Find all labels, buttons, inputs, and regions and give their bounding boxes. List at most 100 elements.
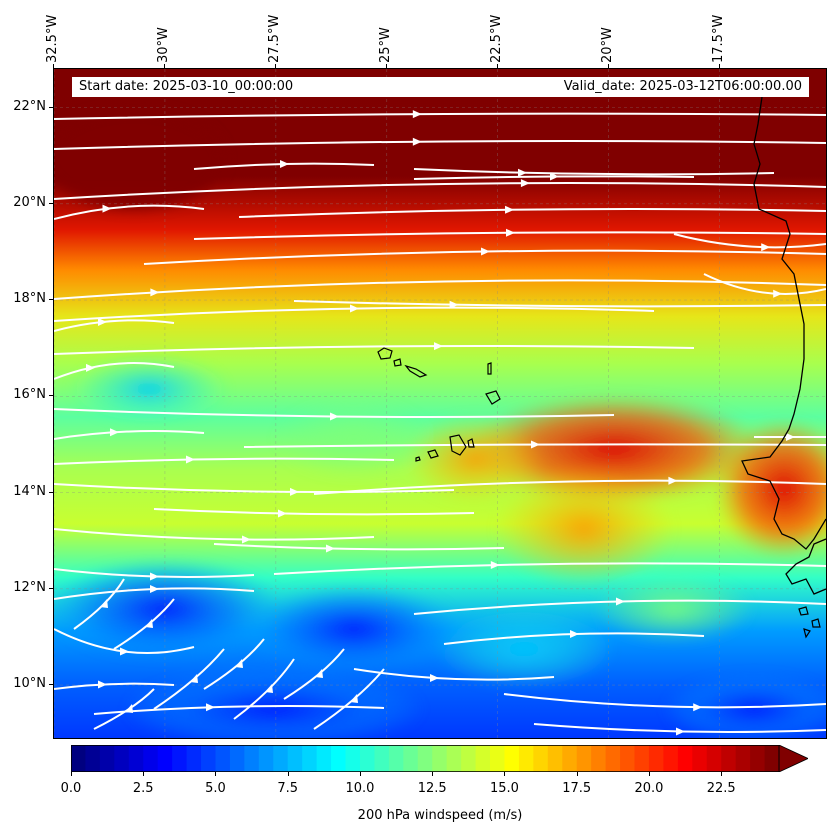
colorbar-segment <box>591 745 607 772</box>
streamline-arrow <box>242 535 251 544</box>
streamline-arrow <box>120 647 129 656</box>
latitude-tick <box>49 395 53 397</box>
colorbar-tick-label: 2.5 <box>132 781 154 796</box>
colorbar-title: 200 hPa windspeed (m/s) <box>357 808 523 823</box>
streamline-arrow <box>490 561 500 570</box>
colorbar-segment <box>345 745 361 772</box>
colorbar-tick <box>576 772 578 776</box>
colorbar-tick <box>721 772 723 776</box>
island-boa-vista <box>485 390 501 405</box>
streamline-arrow <box>570 630 579 638</box>
colorbar-segment <box>143 745 159 772</box>
latitude-tick <box>49 106 53 108</box>
streamline <box>54 430 205 440</box>
streamline-arrow <box>668 476 678 485</box>
latitude-label: 20°N <box>13 194 46 210</box>
streamline-arrow <box>190 674 198 683</box>
colorbar-segment <box>692 745 708 772</box>
latitude-label: 16°N <box>13 387 46 403</box>
colorbar-segment <box>157 745 173 772</box>
streamline <box>54 279 826 300</box>
info-bar: Start date: 2025-03-10_00:00:00 Valid_da… <box>72 77 809 97</box>
colorbar-segment <box>229 745 245 772</box>
colorbar-tick-label: 22.5 <box>706 781 736 796</box>
streamline-arrow <box>505 205 515 214</box>
colorbar-segment <box>287 745 303 772</box>
streamline <box>313 479 826 495</box>
colorbar-segment <box>403 745 419 772</box>
streamline-arrow <box>315 669 323 678</box>
streamline-arrow <box>506 228 515 237</box>
valid-date-label: Valid_date: 2025-03-12T06:00:00.00 <box>563 79 802 94</box>
streamline-arrow <box>290 487 299 496</box>
island-fogo <box>427 449 439 459</box>
longitude-tick <box>385 64 387 68</box>
streamline-arrow <box>145 619 153 628</box>
streamline <box>54 457 395 465</box>
windspeed-features <box>54 109 826 738</box>
latitude-tick <box>49 684 53 686</box>
colorbar-segment <box>359 745 375 772</box>
longitude-label: 20°W <box>599 27 615 63</box>
streamline-arrow <box>150 585 159 593</box>
colorbar-tick-label: 5.0 <box>205 781 226 796</box>
colorbar-segment <box>605 745 621 772</box>
streamline-arrow <box>550 172 559 181</box>
streamline-arrow <box>125 704 133 713</box>
colorbar-tick-label: 12.5 <box>417 781 447 796</box>
streamline-arrow <box>110 428 119 437</box>
colorbar-segment <box>764 745 780 772</box>
colorbar-segment <box>128 745 144 772</box>
colorbar-segment <box>735 745 751 772</box>
streamline-arrow <box>330 412 339 421</box>
streamline-arrow <box>98 680 107 689</box>
streamline <box>54 140 826 150</box>
island-brava <box>415 456 421 462</box>
streamline <box>54 483 455 493</box>
colorbar-tick-label: 17.5 <box>562 781 592 796</box>
streamline-arrow <box>616 597 625 606</box>
island-santiago <box>449 434 467 456</box>
colorbar <box>71 745 808 772</box>
latitude-label: 18°N <box>13 291 46 307</box>
streamline-arrow <box>481 247 490 256</box>
latitude-tick <box>49 491 53 493</box>
colorbar-segment <box>446 745 462 772</box>
streamline-arrow <box>100 599 108 608</box>
streamline-arrow <box>773 289 783 298</box>
streamline <box>54 319 175 332</box>
map-panel: Start date: 2025-03-10_00:00:00 Valid_da… <box>53 68 827 739</box>
colorbar-segment <box>547 745 563 772</box>
latitude-label: 22°N <box>13 98 46 114</box>
streamline-arrow <box>434 342 443 351</box>
streamline <box>673 233 826 249</box>
colorbar-tick <box>432 772 434 776</box>
colorbar-segment <box>273 745 289 772</box>
streamline-arrow <box>676 727 685 736</box>
colorbar-segment <box>99 745 115 772</box>
colorbar-segment <box>634 745 650 772</box>
streamline-arrow <box>150 288 160 297</box>
colorbar-tick <box>143 772 145 776</box>
colorbar-tick <box>648 772 650 776</box>
streamline <box>54 112 826 120</box>
coast-detail-south <box>785 538 826 595</box>
streamline-arrow <box>326 544 335 553</box>
streamline-arrow <box>350 304 359 313</box>
africa-coastline <box>741 96 826 550</box>
colorbar-segment <box>374 745 390 772</box>
streamline-arrow <box>280 160 289 168</box>
colorbar-segment <box>85 745 101 772</box>
latitude-label: 10°N <box>13 676 46 692</box>
colorbar-segment <box>417 745 433 772</box>
colorbar-segment <box>71 745 86 772</box>
colorbar-segment <box>244 745 260 772</box>
island-sao-nicolau <box>404 364 428 378</box>
island-bijagos-2 <box>811 618 821 628</box>
latitude-label: 12°N <box>13 579 46 595</box>
longitude-label: 27.5°W <box>266 14 282 63</box>
island-santo-antao <box>377 347 393 360</box>
island-maio <box>467 438 475 448</box>
colorbar-segment <box>533 745 549 772</box>
streamline-arrow <box>531 440 540 449</box>
